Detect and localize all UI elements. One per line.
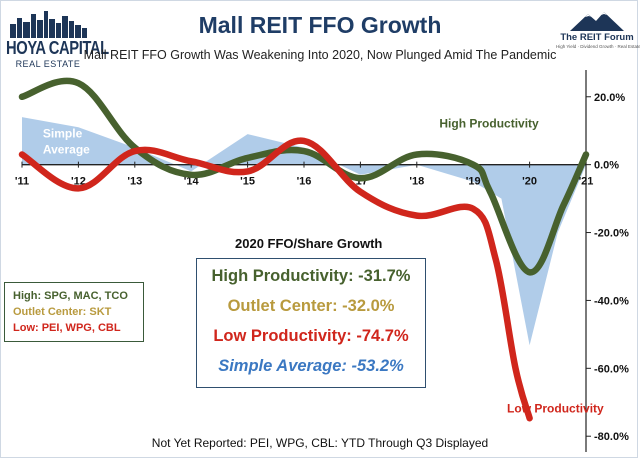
annotation-low-productivity: Low Productivity <box>507 401 604 415</box>
series-line-low-productivity <box>18 137 533 422</box>
logo-forum-name: The REIT Forum <box>560 32 634 43</box>
y-tick-label: -80.0% <box>594 431 629 443</box>
x-tick-label: '13 <box>127 176 142 188</box>
annotation-high-productivity: High Productivity <box>439 116 539 130</box>
ticker-legend: High: SPG, MAC, TCO Outlet Center: SKT L… <box>4 282 144 342</box>
x-tick-label: '21 <box>579 176 594 188</box>
stat-low: Low Productivity: -74.7% <box>213 327 409 345</box>
logo-sub: REAL ESTATE <box>15 59 81 69</box>
footnote: Not Yet Reported: PEI, WPG, CBL: YTD Thr… <box>151 436 489 450</box>
legend-outlet: Outlet Center: SKT <box>13 306 112 318</box>
series-line-high-productivity <box>18 77 590 276</box>
y-tick-label: -40.0% <box>594 295 629 307</box>
stat-high: High Productivity: -31.7% <box>211 267 411 285</box>
y-tick-label: -60.0% <box>594 363 629 375</box>
annotation-simple-average: Simple <box>43 126 83 140</box>
x-tick-label: '20 <box>522 176 537 188</box>
mountain-icon <box>570 12 624 31</box>
legend-low: Low: PEI, WPG, CBL <box>13 322 121 334</box>
x-tick-label: '16 <box>297 176 312 188</box>
x-tick-label: '14 <box>184 176 200 188</box>
stat-simple: Simple Average: -53.2% <box>218 357 404 375</box>
x-tick-label: '11 <box>15 176 29 188</box>
stat-outlet: Outlet Center: -32.0% <box>227 297 395 315</box>
x-tick-label: '19 <box>466 176 481 188</box>
chart-title: Mall REIT FFO Growth <box>198 12 442 38</box>
skyline-icon <box>10 11 87 38</box>
y-tick-label: 0.0% <box>594 160 619 172</box>
chart-subtitle: Mall REIT FFO Growth Was Weakening Into … <box>83 48 557 62</box>
reit-forum-logo: The REIT Forum High Yield · Dividend Gro… <box>556 10 640 54</box>
stats-title: 2020 FFO/Share Growth <box>235 236 383 251</box>
x-tick-label: '15 <box>240 176 255 188</box>
y-tick-label: 20.0% <box>594 92 625 104</box>
hoya-capital-logo: HOYA CAPITAL REAL ESTATE <box>6 10 109 74</box>
y-tick-label: -20.0% <box>594 228 629 240</box>
legend-high: High: SPG, MAC, TCO <box>13 290 128 302</box>
x-tick-label: '18 <box>409 176 424 188</box>
annotation-simple-average: Average <box>43 142 90 156</box>
logo-forum-tagline: High Yield · Dividend Growth · Real Esta… <box>556 44 640 49</box>
stats-box: High Productivity: -31.7% Outlet Center:… <box>196 258 426 388</box>
